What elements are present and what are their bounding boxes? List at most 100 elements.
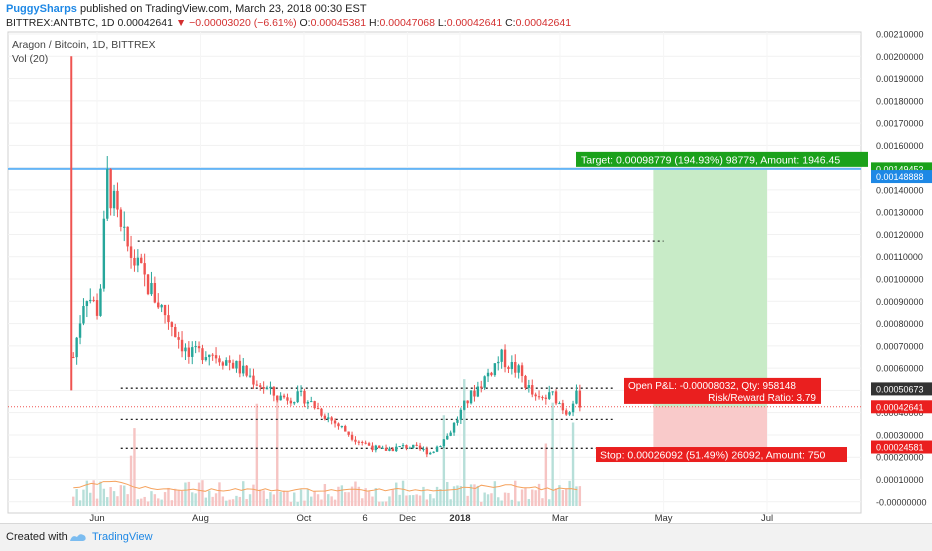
volume-bar	[211, 496, 214, 506]
volume-bar	[296, 501, 299, 506]
volume-bar	[456, 485, 459, 506]
volume-bar	[500, 500, 503, 506]
chart-title: Aragon / Bitcoin, 1D, BITTREX	[12, 39, 156, 51]
tradingview-logo-icon[interactable]	[68, 530, 88, 544]
candle-body	[493, 363, 497, 376]
time-axis[interactable]: Jun Aug Oct 6 Dec 2018 Mar May Jul	[89, 513, 773, 523]
candle-body	[422, 449, 425, 451]
volume-bar	[480, 501, 483, 506]
volume-bar	[463, 379, 466, 506]
volume-bar	[133, 428, 136, 506]
x-tick-label: Jul	[761, 513, 773, 523]
candle-body	[72, 356, 75, 358]
candle-body	[228, 360, 231, 363]
candle-body	[344, 426, 347, 432]
volume-bar	[330, 496, 333, 506]
volume-bar	[126, 494, 129, 506]
volume-bar	[398, 494, 401, 506]
candle-body	[303, 390, 306, 404]
candle-body	[340, 426, 344, 428]
volume-bar	[214, 493, 218, 506]
volume-bar	[150, 491, 153, 506]
volume-bar	[177, 490, 180, 506]
candle-body	[184, 347, 187, 352]
candle-body	[204, 357, 208, 361]
volume-bar	[228, 499, 231, 506]
y-tick-label: 0.00140000	[876, 185, 924, 195]
candle-body	[157, 302, 160, 308]
x-tick-label: Aug	[192, 513, 209, 523]
candle-body	[112, 190, 116, 209]
candle-body	[129, 246, 133, 258]
position-labels[interactable]: Target: 0.00098779 (194.93%) 98779, Amou…	[576, 151, 868, 463]
price-badge-label: 0.00149452	[876, 164, 924, 174]
candle-body	[248, 375, 252, 377]
position-zones	[653, 168, 768, 448]
close-value: 0.00042641	[515, 17, 572, 29]
volume-bar	[432, 498, 435, 506]
candle-body	[255, 384, 259, 386]
candle-body	[143, 263, 146, 275]
tradingview-link[interactable]: TradingView	[92, 531, 153, 543]
high-label: H:	[369, 17, 380, 29]
y-tick-label: 0.00120000	[876, 230, 924, 240]
price-badge-label: 0.00050673	[876, 384, 924, 394]
volume-bar	[415, 494, 418, 506]
candle-body	[194, 346, 197, 348]
candle-body	[463, 400, 466, 410]
candle-body	[167, 315, 170, 323]
volume-bar	[225, 500, 228, 506]
candle-body	[316, 408, 320, 410]
candle-body	[381, 447, 384, 449]
volume-bar	[449, 499, 452, 506]
candle-body	[140, 257, 143, 264]
author-name[interactable]: PuggySharps	[6, 3, 77, 15]
open-label: O:	[299, 17, 311, 29]
volume-bar	[520, 489, 524, 506]
volume-bar	[238, 496, 242, 506]
candles	[70, 56, 582, 458]
candle-body	[327, 417, 330, 419]
y-tick-label: 0.00030000	[876, 430, 924, 440]
candle-body	[218, 358, 221, 363]
price-axis[interactable]: 0.00210000 0.00200000 0.00190000 0.00180000…	[871, 30, 932, 508]
y-tick-label: 0.00110000	[876, 252, 923, 262]
y-tick-label: 0.00170000	[876, 119, 924, 129]
candle-body	[527, 385, 531, 388]
volume-bar	[85, 480, 89, 506]
target-zone	[653, 168, 768, 407]
horizontal-line[interactable]	[8, 167, 861, 408]
volume-bar	[310, 496, 313, 506]
volume-bar	[490, 493, 493, 506]
volume-bar	[439, 489, 442, 506]
candle-body	[571, 403, 575, 413]
volume-bar	[276, 397, 279, 506]
volume-bar	[425, 499, 429, 506]
price-badge-label: 0.00042641	[876, 402, 924, 412]
volume-bar	[367, 490, 371, 506]
volume-bar	[143, 496, 146, 506]
volume-bar	[497, 497, 500, 506]
candle-body	[350, 434, 354, 440]
candle-body	[323, 415, 327, 419]
volume-bar	[320, 499, 323, 506]
price-chart[interactable]: Target: 0.00098779 (194.93%) 98779, Amou…	[0, 0, 932, 523]
candle-body	[388, 448, 391, 451]
volume-bar	[242, 481, 245, 506]
candle-body	[276, 395, 279, 401]
candle-body	[201, 348, 204, 361]
candle-body	[534, 394, 537, 397]
volume-bar	[201, 480, 204, 506]
candle-body	[347, 431, 350, 435]
volume-bar	[160, 499, 163, 506]
stop-zone	[653, 406, 768, 448]
volume-bar	[293, 492, 296, 506]
y-tick-label: 0.00080000	[876, 319, 924, 329]
x-tick-label: May	[655, 513, 673, 523]
candle-body	[371, 445, 374, 451]
volume-bar	[208, 490, 211, 506]
candle-body	[541, 397, 544, 399]
volume-bar	[306, 488, 310, 506]
volume-bar	[469, 484, 473, 506]
volume-bar	[191, 492, 194, 506]
